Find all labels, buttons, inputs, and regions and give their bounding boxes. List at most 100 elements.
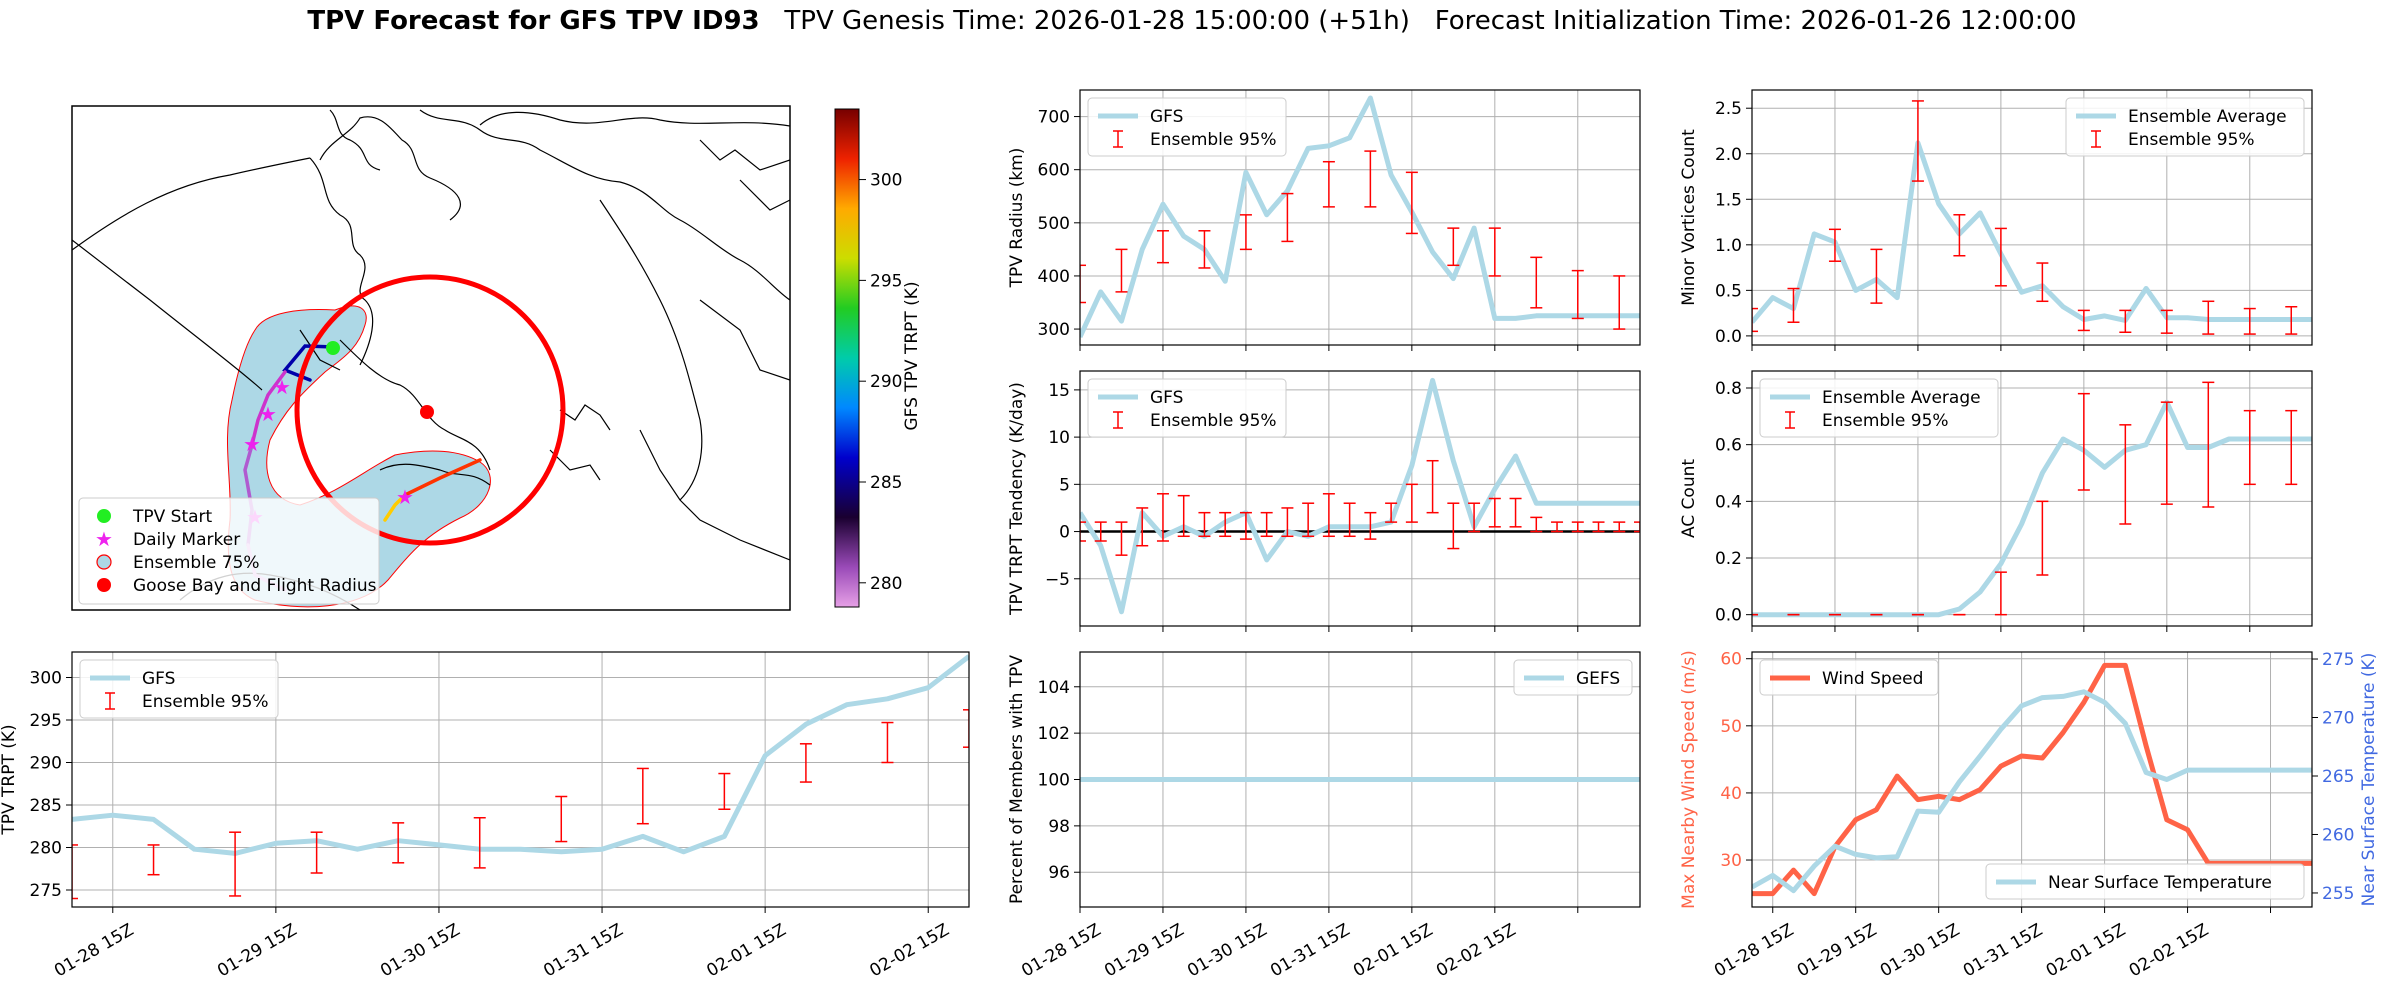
errorbar <box>1385 502 1398 523</box>
errorbar <box>1080 521 1086 542</box>
x-tick-label: 01-30 15Z <box>1184 920 1270 981</box>
figure-title-rest: TPV Genesis Time: 2026-01-28 15:00:00 (+… <box>759 6 2077 36</box>
y-tick-label: 30 <box>1720 851 1742 871</box>
x-tick-label: 02-01 15Z <box>2043 920 2129 981</box>
y-tick-label: 15 <box>1048 381 1070 401</box>
legend-label: Ensemble 95% <box>1150 411 1277 431</box>
y-tick-label: 0.4 <box>1715 492 1742 512</box>
errorbar <box>718 772 731 810</box>
colorbar-tick-label: 280 <box>870 574 902 594</box>
y-tick-label: 280 <box>30 839 62 859</box>
errorbar <box>555 795 568 843</box>
legend-entry: GFS <box>1098 388 1183 408</box>
svg-text:★: ★ <box>259 402 277 426</box>
errorbar <box>1870 248 1883 304</box>
legend-label: Wind Speed <box>1822 669 1923 689</box>
y-tick-label: 5 <box>1059 475 1070 495</box>
legend-star-icon: ★ <box>95 527 113 551</box>
errorbar <box>1828 228 1841 262</box>
errorbar <box>1787 287 1800 323</box>
chart-tend: −5 0 5 10 15 TPV TRPT Tendency (K/day) GFS Ense… <box>1007 370 1641 632</box>
series-line <box>1080 95 1640 339</box>
errorbar <box>881 721 894 764</box>
y-tick-label: 102 <box>1038 724 1070 744</box>
map-panel: ★ ★ ★ ★ ★ TPV Start★ Daily MarkerEnsemble… <box>71 105 922 611</box>
map-legend-item: Ensemble 75% <box>96 553 260 573</box>
legend-label: Ensemble 95% <box>142 692 269 712</box>
svg-text:★: ★ <box>273 375 291 399</box>
y-tick-label: 0.0 <box>1715 606 1742 626</box>
y-axis-label: Max Nearby Wind Speed (m/s) <box>1679 650 1699 909</box>
y2-axis-label: Near Surface Temperature (K) <box>2359 653 2379 907</box>
y-tick-label: 500 <box>1038 214 1070 234</box>
errorbar <box>2036 262 2049 303</box>
plot-frame <box>1751 370 2313 627</box>
goose-bay-marker <box>420 405 434 419</box>
y-tick-label: 400 <box>1038 267 1070 287</box>
chart-legend: GFS Ensemble 95% <box>1087 378 1287 438</box>
errorbar <box>1613 275 1626 330</box>
errorbar <box>1994 227 2007 287</box>
y-tick-label: 0.5 <box>1715 281 1742 301</box>
map-legend-label: TPV Start <box>132 507 213 527</box>
errorbar <box>1364 511 1377 540</box>
colorbar-tick-label: 285 <box>870 473 902 493</box>
map-legend: TPV Start ★ Daily Marker Ensemble 75% Goose … <box>78 497 380 605</box>
chart-radius: 300 400 500 600 700 TPV Radius (km) GFS Ensembl… <box>1007 89 1641 351</box>
y-axis-label: Percent of Members with TPV <box>1007 655 1027 904</box>
errorbar <box>1343 502 1356 538</box>
y2-tick-label: 275 <box>2322 650 2354 670</box>
errorbar <box>2243 409 2256 486</box>
y-axis-label: AC Count <box>1679 459 1699 538</box>
y2-tick-label: 265 <box>2322 767 2354 787</box>
legend-label: GEFS <box>1576 669 1620 689</box>
y-axis-label: TPV Radius (km) <box>1007 148 1027 289</box>
x-tick-label: 02-01 15Z <box>1350 920 1436 981</box>
legend-label: Ensemble Average <box>1822 388 1981 408</box>
errorbar <box>72 844 78 900</box>
legend-label: Ensemble 95% <box>1150 130 1277 150</box>
legend-label: GFS <box>1150 388 1183 408</box>
errorbar <box>799 743 812 783</box>
errorbar <box>1364 150 1377 208</box>
legend-circle-icon <box>97 509 111 523</box>
legend-entry: Ensemble Average <box>1770 388 1981 408</box>
chart-minor: 0.0 0.5 1.0 1.5 2.0 2.5 Minor Vortices Count En… <box>1679 89 2313 351</box>
errorbar <box>1080 264 1086 304</box>
y-tick-label: 2.5 <box>1715 99 1742 119</box>
y-tick-label: 0.8 <box>1715 379 1742 399</box>
series-line <box>1752 140 2312 324</box>
legend-entry: Near Surface Temperature <box>1996 873 2272 893</box>
errorbar <box>1156 230 1169 264</box>
series-line <box>1752 662 2312 897</box>
plot-area <box>1752 662 2312 897</box>
plot-frame <box>1079 651 1641 908</box>
y-tick-label: 275 <box>30 881 62 901</box>
x-tick-label: 02-02 15Z <box>866 920 952 981</box>
x-tick-label: 02-02 15Z <box>2126 920 2212 981</box>
errorbar <box>1911 100 1924 182</box>
legend-label: Ensemble 95% <box>1822 411 1949 431</box>
errorbar <box>963 709 969 748</box>
errorbar <box>1994 571 2007 616</box>
errorbar <box>310 831 323 874</box>
x-tick-label: 01-30 15Z <box>377 920 463 981</box>
colorbar-tick-label: 300 <box>870 171 902 191</box>
y-tick-label: 700 <box>1038 108 1070 128</box>
errorbar <box>1136 507 1149 547</box>
legend-circle-icon <box>97 578 111 592</box>
legend-label: GFS <box>1150 107 1183 127</box>
errorbar <box>1488 227 1501 277</box>
errorbar <box>229 831 242 897</box>
svg-text:★: ★ <box>243 432 261 456</box>
chart-trpt: 275 280 285 290 295 300 01-28 15Z 01-29 15Z 01-3… <box>0 651 970 981</box>
y-axis-label: TPV TRPT Tendency (K/day) <box>1007 382 1027 616</box>
errorbar <box>1488 497 1501 528</box>
errorbar <box>1752 307 1758 333</box>
errorbar <box>1405 483 1418 523</box>
errorbar <box>2160 401 2173 505</box>
series-line <box>72 654 969 856</box>
errorbar <box>1953 214 1966 257</box>
